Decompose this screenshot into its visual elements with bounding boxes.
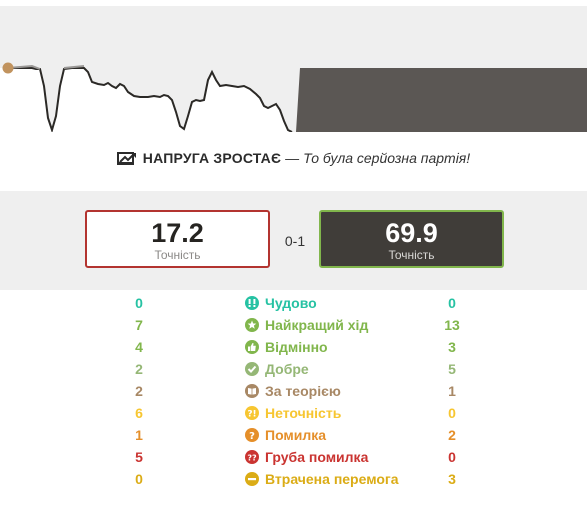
black-count-good: 5 bbox=[448, 361, 456, 377]
black-count-inaccuracy: 0 bbox=[448, 405, 456, 421]
black-count-best: 13 bbox=[444, 317, 460, 333]
classification-label-mistake: Помилка bbox=[265, 427, 327, 443]
classification-label-brilliant: Чудово bbox=[265, 295, 317, 311]
white-accuracy-label: Точність bbox=[154, 248, 201, 262]
white-count-excellent: 4 bbox=[135, 339, 143, 355]
classification-label-best: Найкращий хід bbox=[265, 317, 369, 333]
white-count-mistake: 1 bbox=[135, 427, 143, 443]
headline-dash: — bbox=[285, 150, 300, 166]
double-question-icon: ?? bbox=[245, 448, 259, 464]
classification-inaccuracy[interactable]: ?! Неточність bbox=[245, 402, 341, 424]
classification-label-good: Добре bbox=[265, 361, 309, 377]
accuracy-band: 17.2 Точність 0-1 69.9 Точність bbox=[0, 191, 587, 290]
classification-excellent[interactable]: Відмінно bbox=[245, 336, 328, 358]
white-count-inaccuracy: 6 bbox=[135, 405, 143, 421]
brilliant-icon bbox=[245, 294, 259, 310]
classification-brilliant[interactable]: Чудово bbox=[245, 292, 317, 314]
svg-text:??: ?? bbox=[247, 454, 257, 463]
classification-row-blunder[interactable]: 5 ?? Груба помилка 0 bbox=[0, 446, 587, 468]
classification-mistake[interactable]: ? Помилка bbox=[245, 424, 326, 446]
classification-row-good[interactable]: 2 Добре 5 bbox=[0, 358, 587, 380]
classification-good[interactable]: Добре bbox=[245, 358, 309, 380]
classification-best[interactable]: Найкращий хід bbox=[245, 314, 368, 336]
classification-label-blunder: Груба помилка bbox=[265, 449, 369, 465]
classification-label-inaccuracy: Неточність bbox=[265, 405, 342, 421]
game-headline: НАПРУГА ЗРОСТАЄ — То була серйозна партія! bbox=[0, 150, 587, 170]
black-count-mistake: 2 bbox=[448, 427, 456, 443]
headline-comment: То була серйозна партія! bbox=[303, 150, 471, 166]
evaluation-graph[interactable] bbox=[0, 6, 587, 132]
tension-rising-icon bbox=[116, 151, 139, 170]
white-accuracy-card: 17.2 Точність bbox=[85, 210, 270, 268]
white-count-best: 7 bbox=[135, 317, 143, 333]
black-accuracy-value: 69.9 bbox=[385, 218, 438, 248]
white-count-brilliant: 0 bbox=[135, 295, 143, 311]
graph-current-marker[interactable] bbox=[2, 62, 14, 74]
svg-text:?: ? bbox=[249, 431, 255, 442]
classification-row-inaccuracy[interactable]: 6 ?! Неточність 0 bbox=[0, 402, 587, 424]
graph-opening-line bbox=[7, 64, 41, 70]
headline-title: НАПРУГА ЗРОСТАЄ bbox=[142, 150, 282, 166]
book-icon bbox=[245, 382, 259, 398]
check-icon bbox=[245, 360, 259, 376]
black-count-blunder: 0 bbox=[448, 449, 456, 465]
question-icon: ? bbox=[245, 426, 259, 442]
thumbs-up-icon bbox=[245, 338, 259, 354]
black-count-missed-win: 3 bbox=[448, 471, 456, 487]
white-count-book: 2 bbox=[135, 383, 143, 399]
classification-book[interactable]: За теорією bbox=[245, 380, 341, 402]
white-accuracy-value: 17.2 bbox=[151, 218, 204, 248]
classification-label-book: За теорією bbox=[265, 383, 341, 399]
classification-row-brilliant[interactable]: 0 Чудово 0 bbox=[0, 292, 587, 314]
classification-row-excellent[interactable]: 4 Відмінно 3 bbox=[0, 336, 587, 358]
white-count-good: 2 bbox=[135, 361, 143, 377]
graph-early-line bbox=[63, 65, 85, 69]
classification-blunder[interactable]: ?? Груба помилка bbox=[245, 446, 368, 468]
white-count-blunder: 5 bbox=[135, 449, 143, 465]
graph-white-advantage-area bbox=[0, 68, 587, 132]
classification-row-best[interactable]: 7 Найкращий хід 13 bbox=[0, 314, 587, 336]
game-result: 0-1 bbox=[284, 233, 306, 249]
classification-label-missed-win: Втрачена перемога bbox=[265, 471, 399, 487]
white-count-missed-win: 0 bbox=[135, 471, 143, 487]
classification-missed-win[interactable]: Втрачена перемога bbox=[245, 468, 399, 490]
inaccuracy-icon: ?! bbox=[245, 404, 259, 420]
classification-row-book[interactable]: 2 За теорією 1 bbox=[0, 380, 587, 402]
black-accuracy-card: 69.9 Точність bbox=[319, 210, 504, 268]
black-count-excellent: 3 bbox=[448, 339, 456, 355]
svg-text:?!: ?! bbox=[247, 410, 256, 420]
black-accuracy-label: Точність bbox=[388, 248, 435, 262]
black-count-book: 1 bbox=[448, 383, 456, 399]
minus-icon bbox=[245, 470, 259, 486]
star-icon bbox=[245, 316, 259, 332]
classification-row-missed-win[interactable]: 0 Втрачена перемога 3 bbox=[0, 468, 587, 490]
move-classification-table: 0 Чудово 0 7 Найкращий хід 13 4 Від bbox=[0, 292, 587, 490]
evaluation-graph-svg[interactable] bbox=[0, 6, 587, 132]
classification-row-mistake[interactable]: 1 ? Помилка 2 bbox=[0, 424, 587, 446]
classification-label-excellent: Відмінно bbox=[265, 339, 328, 355]
black-count-brilliant: 0 bbox=[448, 295, 456, 311]
